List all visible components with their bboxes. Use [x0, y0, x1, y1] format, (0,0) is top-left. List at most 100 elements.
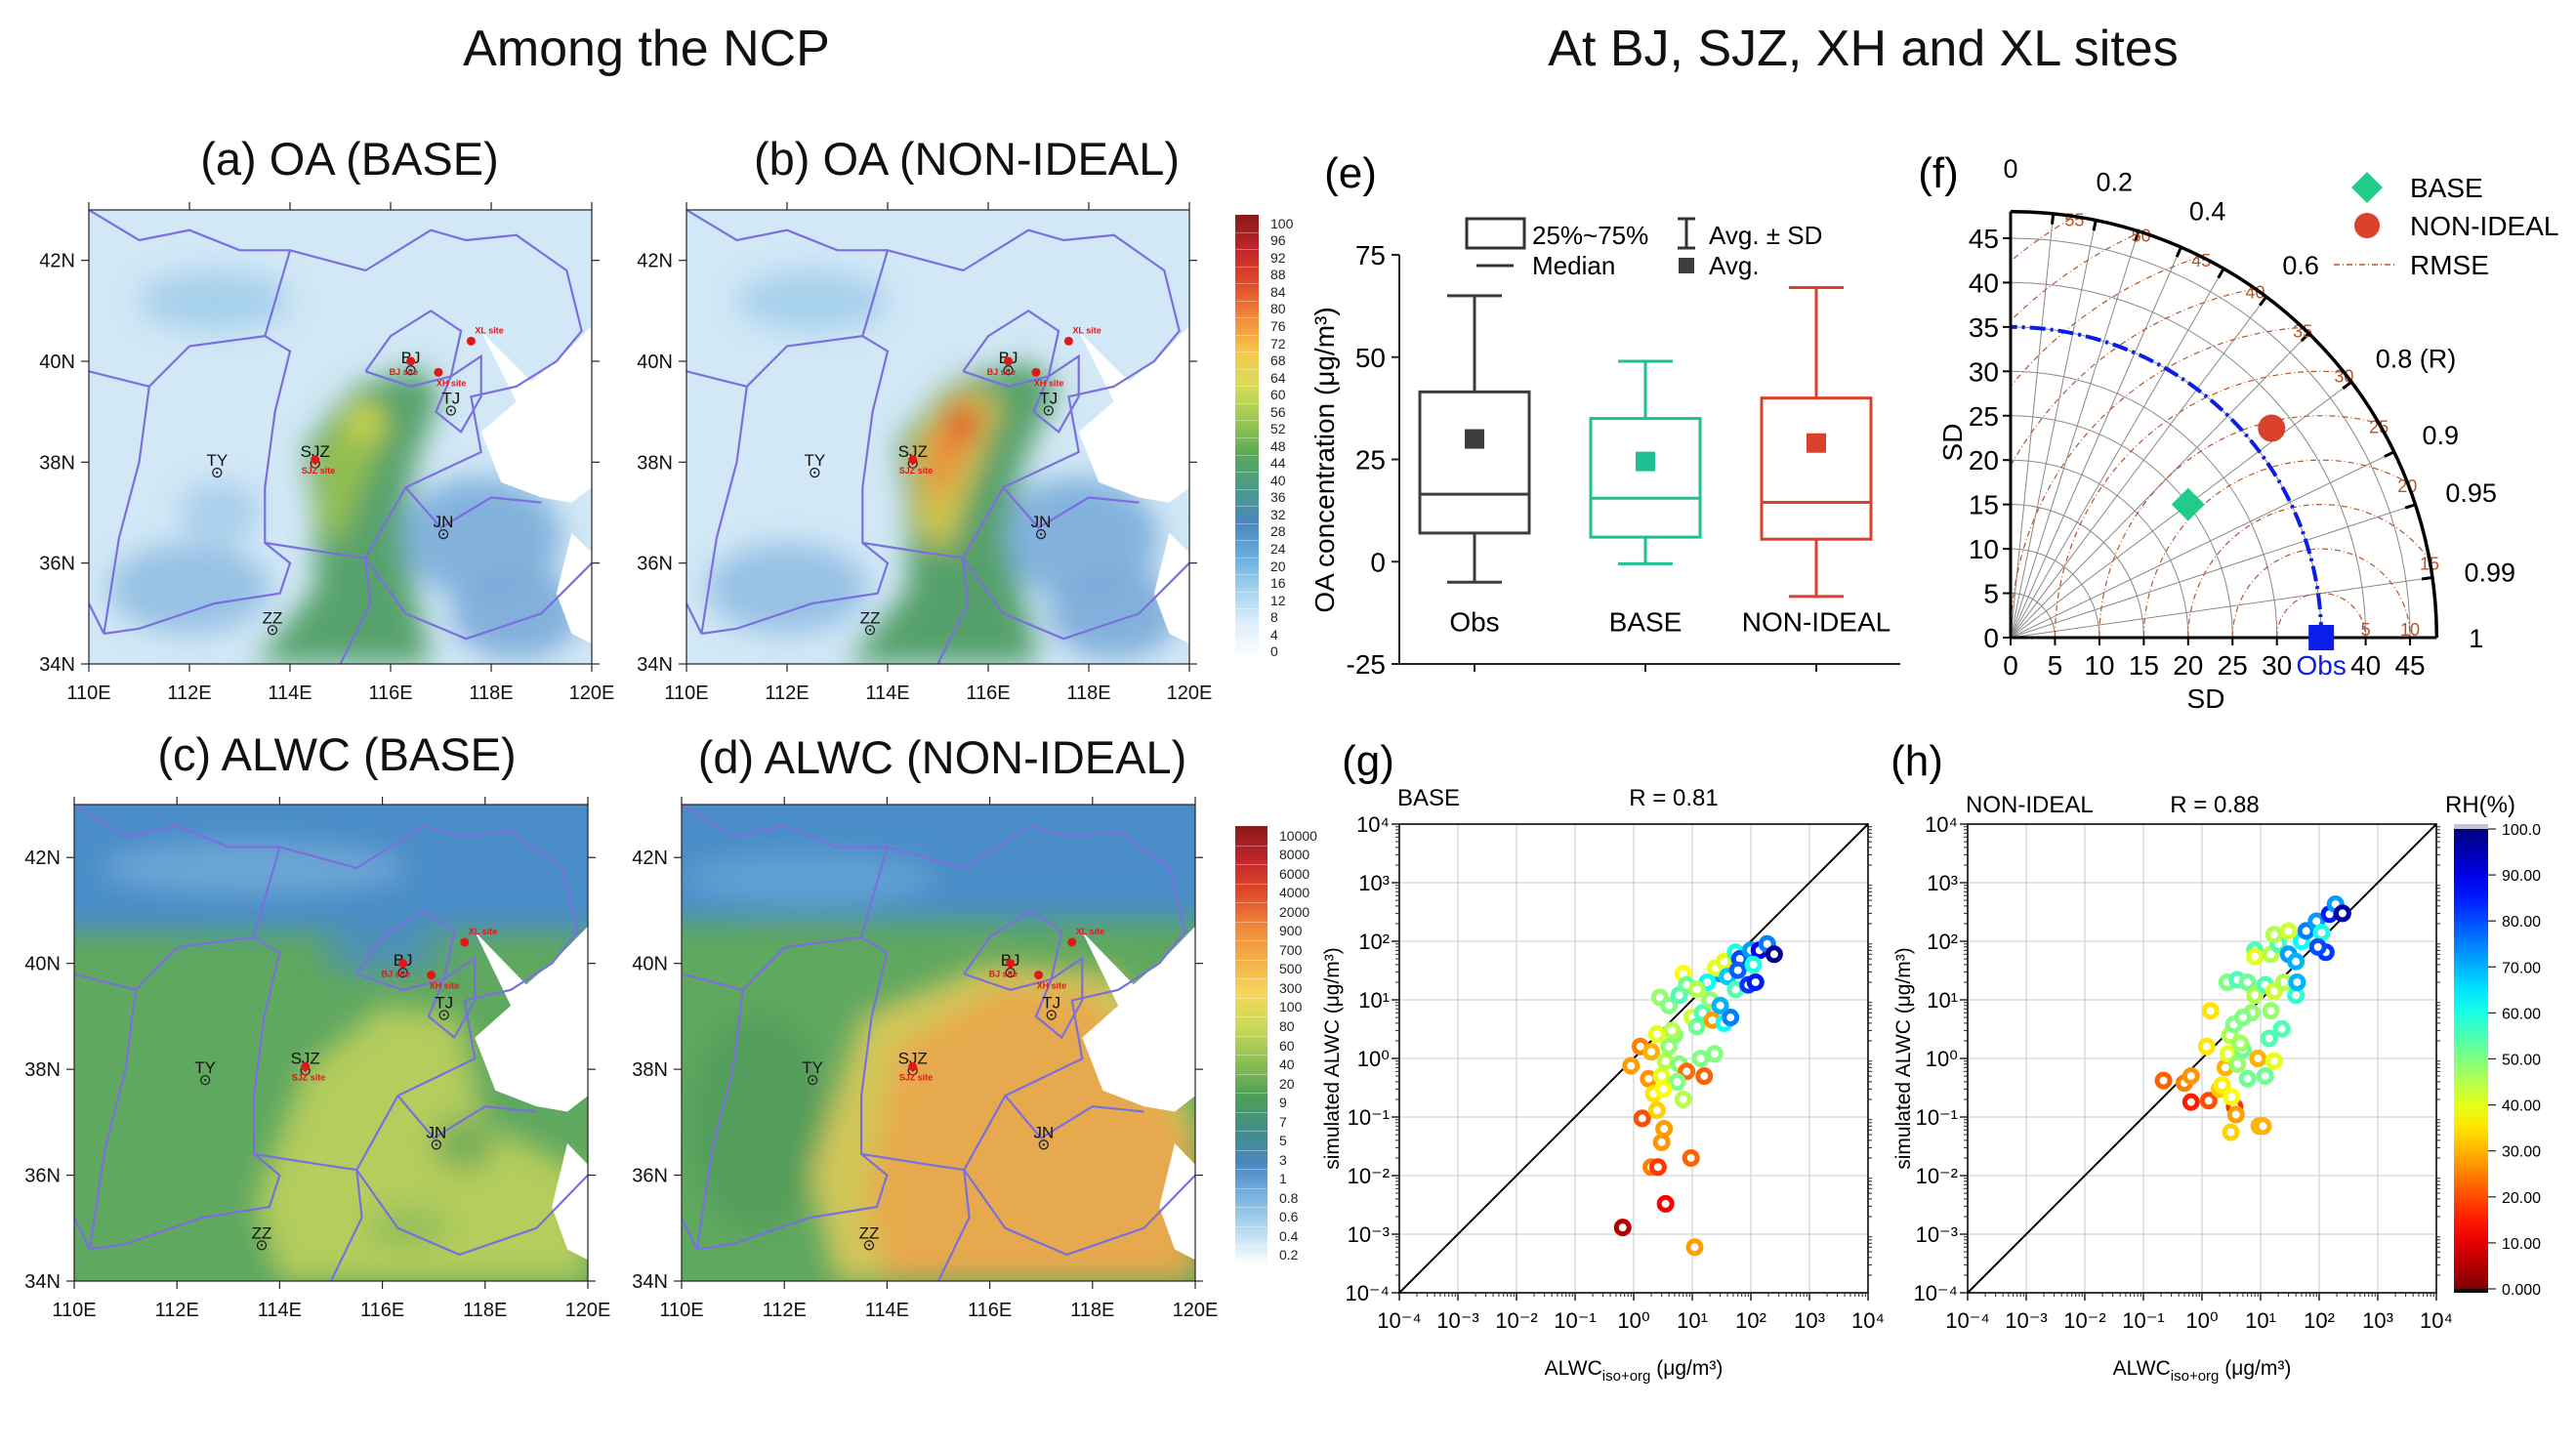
x-tick-label: 10¹	[2245, 1308, 2276, 1333]
city-marker-icon	[437, 528, 449, 540]
panel-label: (g)	[1342, 737, 1394, 785]
x-tick-label: 10³	[1794, 1308, 1825, 1333]
data-point	[2201, 1002, 2220, 1020]
city-marker-dot	[1042, 1143, 1046, 1146]
site-label: BJ site	[987, 367, 1017, 377]
colorbar-label: 8	[1270, 609, 1278, 626]
city-marker-icon	[438, 1010, 449, 1020]
site-marker-icon	[1006, 959, 1016, 969]
rmse-arc	[2187, 504, 2437, 639]
data-point	[1642, 1043, 1661, 1061]
rh-colorbar	[2454, 829, 2488, 1289]
header-sites: At BJ, SJZ, XH and XL sites	[1548, 21, 2179, 77]
lat-tick-label: 38N	[632, 1059, 668, 1081]
lat-tick-label: 40N	[632, 954, 668, 975]
data-point	[1633, 1109, 1651, 1128]
x-tick-label: 10⁻²	[2063, 1308, 2105, 1333]
panel-label-e: (e)	[1324, 149, 1377, 197]
data-point	[1622, 1056, 1641, 1075]
lon-tick-label: 114E	[865, 1300, 909, 1321]
data-point	[2279, 922, 2298, 940]
rmse-arc	[2098, 415, 2437, 639]
city-marker-icon	[1046, 1010, 1057, 1020]
city-label: ZZ	[252, 1223, 272, 1242]
colorbar-divider	[1235, 522, 1259, 524]
province-border	[435, 353, 482, 434]
sd-grid-arc	[2010, 237, 2411, 639]
lon-tick-label: 110E	[52, 1300, 96, 1321]
site-marker-icon	[908, 455, 918, 465]
lat-tick-label: 36N	[637, 554, 673, 575]
x-label-subscript: iso+org	[1602, 1368, 1651, 1385]
sea-area	[556, 532, 592, 644]
correlation-grid-line	[2010, 268, 2224, 639]
data-point	[2197, 1037, 2216, 1056]
correlation-grid-line	[2010, 230, 2140, 639]
x-tick-label: 10¹	[1677, 1308, 1708, 1333]
city-marker-dot	[868, 629, 872, 632]
x-tick-label: 30	[2262, 650, 2292, 681]
colorbar-label: 44	[1270, 455, 1286, 472]
rh-colorbar-label: 80.00	[2502, 914, 2541, 931]
data-point	[1655, 1120, 1674, 1138]
colorbar-divider	[1235, 557, 1259, 559]
city-marker-icon	[1043, 405, 1054, 416]
data-point	[1647, 1101, 1666, 1120]
data-point	[1728, 961, 1747, 979]
city-label: JN	[1033, 1123, 1054, 1141]
colorbar-label: 4000	[1279, 885, 1310, 901]
iqr-box	[1418, 390, 1531, 535]
province-border	[682, 805, 888, 849]
colorbar-divider	[1235, 506, 1259, 508]
city-marker-icon	[810, 467, 820, 478]
city-marker-dot	[810, 1078, 814, 1082]
sd-grid-arc	[2010, 415, 2233, 639]
y-tick-label: 10⁻⁴	[1913, 1281, 1958, 1305]
colorbar-divider	[1235, 266, 1259, 268]
site-marker-icon	[1034, 971, 1044, 980]
data-point	[2228, 1055, 2247, 1073]
site-marker-icon	[311, 455, 320, 465]
city-marker-dot	[1039, 532, 1043, 536]
colorbar-divider	[1235, 1187, 1267, 1189]
lat-tick-label: 42N	[632, 848, 668, 869]
correlation-label: 0.6	[2282, 251, 2319, 280]
province-border	[962, 309, 1060, 388]
map-title-d: (d) ALWC (NON-IDEAL)	[697, 731, 1187, 783]
case-label: NON-IDEAL	[1966, 792, 2094, 818]
colorbar-label: 300	[1279, 979, 1303, 996]
lon-tick-label: 120E	[1167, 683, 1213, 704]
city-label: SJZ	[898, 442, 928, 461]
city-marker-icon	[199, 1075, 211, 1086]
city-marker-icon	[431, 1139, 441, 1150]
colorbar-label: 60	[1279, 1037, 1295, 1054]
rh-colorbar-label: 10.00	[2502, 1236, 2541, 1253]
field-blob	[682, 805, 1195, 922]
sea-area	[1153, 532, 1189, 644]
colorbar-divider	[1235, 883, 1267, 885]
rmse-label: 35	[2293, 321, 2312, 341]
oa-boxplot-chart: (e) 75 50 25 0 -25 OA concentration (μg/m³) Obs…	[1309, 149, 1900, 680]
site-label: SJZ site	[302, 466, 336, 476]
province-border	[936, 558, 970, 664]
field-blob	[108, 543, 270, 634]
colorbar-label: 900	[1279, 923, 1303, 939]
x-tick-label: 0	[2003, 650, 2018, 681]
colorbar-label: 4	[1270, 626, 1278, 642]
lat-tick-label: 38N	[39, 452, 75, 474]
city-label: ZZ	[860, 608, 881, 627]
box-non-ideal	[1760, 286, 1873, 599]
city-label: TJ	[1042, 993, 1060, 1012]
province-border	[962, 557, 1189, 641]
colorbar-divider	[1235, 1073, 1267, 1075]
y-tick-label: 75	[1355, 240, 1386, 270]
rh-colorbar-label: 100.0	[2502, 822, 2541, 839]
y-axis-label: simulated ALWC (μg/m³)	[1321, 947, 1344, 1170]
city-marker-dot	[435, 1143, 438, 1146]
city-label: SJZ	[898, 1049, 928, 1067]
y-tick-label: 10⁻³	[1916, 1222, 1958, 1247]
colorbar-label: 64	[1270, 369, 1286, 386]
reference-sd-arc	[2010, 324, 2324, 639]
site-label: SJZ site	[899, 1072, 934, 1082]
correlation-tick	[2259, 296, 2267, 307]
